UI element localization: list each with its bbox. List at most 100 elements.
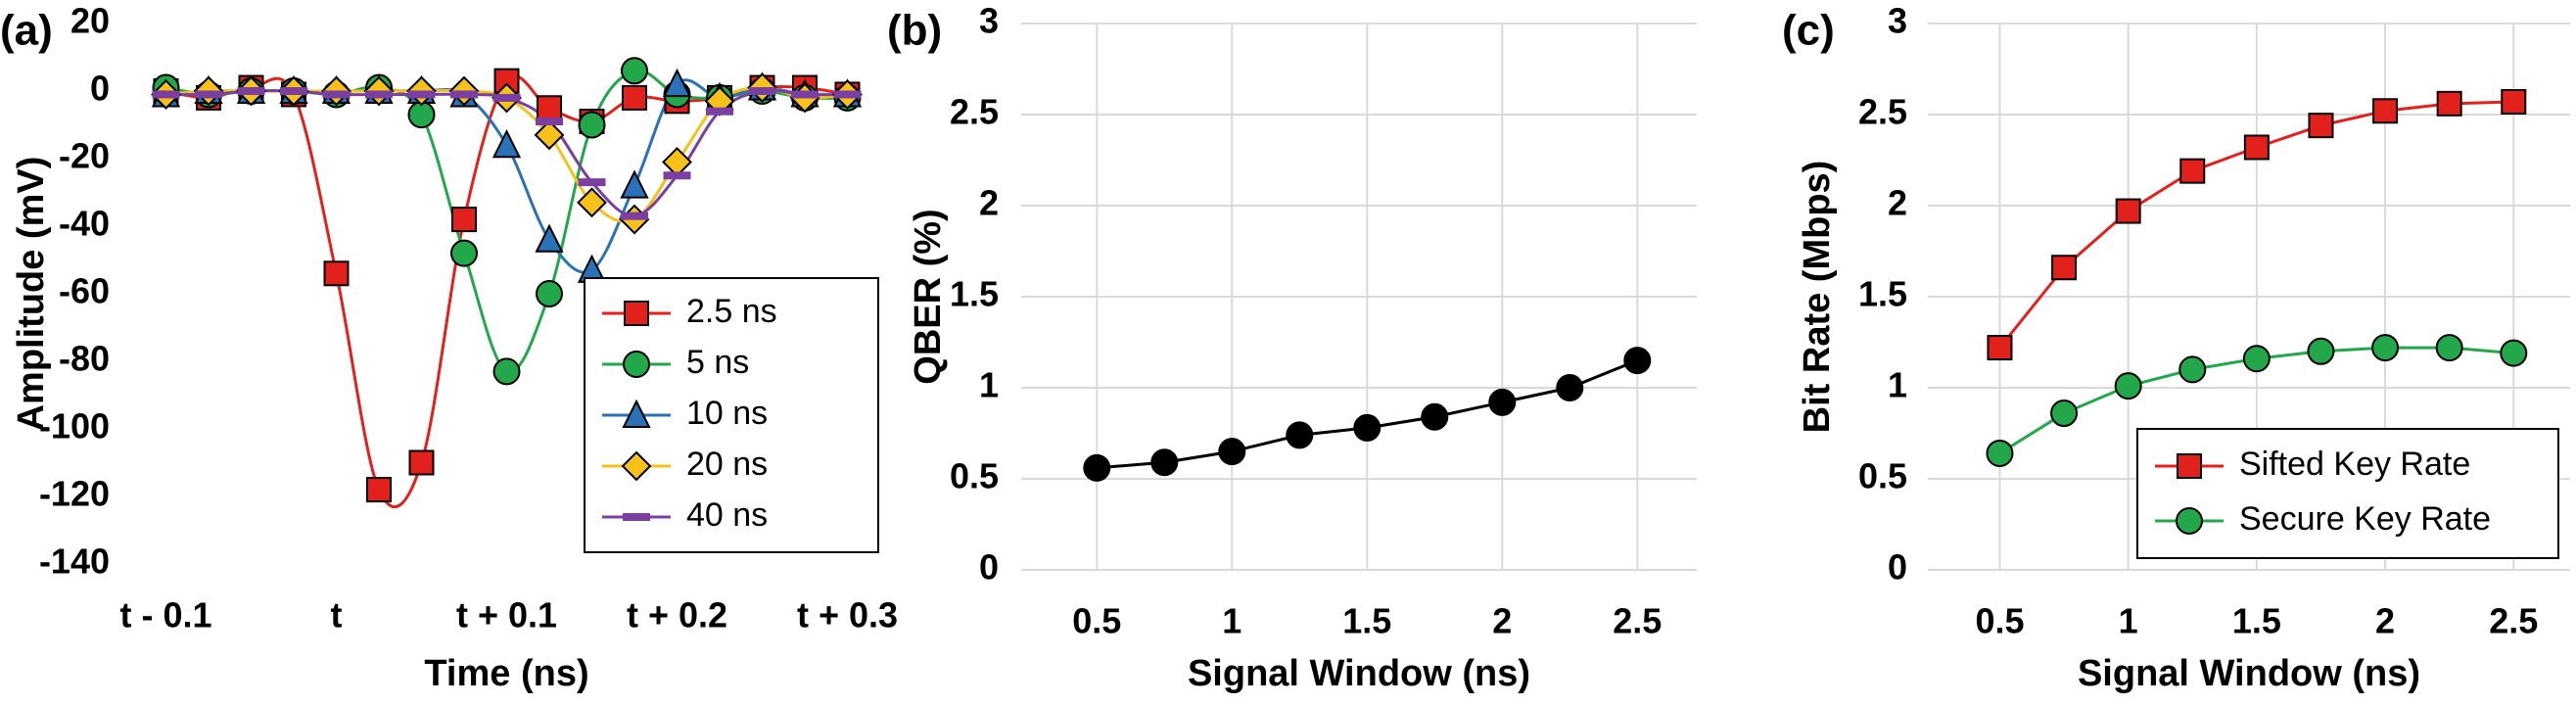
marker — [2114, 372, 2142, 400]
marker — [620, 169, 649, 199]
marker — [1556, 374, 1584, 401]
marker — [2050, 400, 2079, 428]
marker — [537, 95, 562, 121]
marker — [1623, 347, 1652, 375]
marker — [2435, 334, 2463, 362]
marker — [492, 128, 522, 159]
x-tick-label: 0.5 — [1975, 601, 2024, 641]
marker — [2179, 158, 2206, 184]
marker — [663, 171, 691, 180]
y-axis-title: Bit Rate (Mbps) — [1797, 161, 1838, 434]
marker — [662, 68, 692, 98]
x-tick-label: 2.5 — [2489, 601, 2538, 641]
marker — [1150, 448, 1179, 477]
y-tick-label: 1.5 — [950, 274, 999, 314]
x-tick-label: 1.5 — [2232, 601, 2281, 641]
y-tick-label: 1.5 — [1858, 274, 1907, 314]
legend-text: 40 ns — [686, 496, 768, 534]
marker — [534, 119, 565, 151]
legend-marker — [622, 399, 651, 428]
panel-label: (a) — [0, 7, 53, 55]
legend-text: 20 ns — [686, 446, 768, 483]
marker — [323, 260, 350, 287]
marker — [621, 212, 648, 220]
marker — [706, 107, 733, 116]
marker — [451, 207, 477, 233]
panel-label: (c) — [1782, 7, 1835, 55]
y-tick-label: 0.5 — [1858, 456, 1907, 496]
marker — [2178, 355, 2207, 384]
marker — [791, 90, 819, 99]
panel-label: (b) — [887, 7, 942, 55]
marker — [450, 239, 478, 267]
marker — [578, 178, 606, 187]
legend-marker — [2177, 453, 2202, 479]
marker — [1083, 453, 1111, 482]
marker — [492, 93, 521, 102]
x-tick-label: 2 — [2375, 601, 2395, 641]
y-axis-title: Amplitude (mV) — [11, 157, 52, 432]
x-tick-label: 1.5 — [1342, 601, 1391, 641]
y-tick-label: 0.5 — [950, 456, 999, 496]
legend-text: Secure Key Rate — [2239, 500, 2491, 538]
x-axis-title: Signal Window (ns) — [1188, 653, 1530, 694]
marker — [1488, 388, 1517, 416]
legend-text: 2.5 ns — [686, 293, 777, 330]
x-axis-title: Time (ns) — [424, 653, 588, 694]
legend-marker — [621, 450, 652, 482]
y-tick-label: -140 — [39, 541, 110, 582]
marker — [1987, 335, 2013, 361]
y-tick-label: 2 — [979, 183, 999, 223]
y-tick-label: 2.5 — [950, 92, 999, 132]
marker — [1353, 413, 1382, 442]
legend-text: 10 ns — [686, 395, 768, 432]
marker — [408, 449, 435, 476]
marker — [237, 87, 265, 95]
marker — [280, 87, 307, 95]
marker — [2243, 134, 2270, 161]
marker — [1421, 402, 1449, 431]
marker — [407, 90, 436, 99]
marker — [1218, 438, 1246, 466]
marker — [2308, 113, 2334, 139]
y-tick-label: 0 — [1888, 547, 1907, 588]
marker — [366, 477, 392, 503]
x-tick-label: 0.5 — [1072, 601, 1121, 641]
legend-text: Sifted Key Rate — [2239, 446, 2470, 483]
marker — [2307, 337, 2335, 365]
marker — [2051, 255, 2078, 281]
legend-marker — [624, 301, 649, 326]
y-tick-label: 0 — [979, 547, 999, 588]
y-tick-label: -40 — [59, 204, 110, 244]
legend-marker — [623, 513, 650, 521]
marker — [365, 90, 393, 99]
x-tick-label: 2.5 — [1613, 601, 1662, 641]
y-tick-label: -100 — [39, 406, 110, 446]
y-tick-label: 3 — [1888, 1, 1907, 41]
x-tick-label: t — [331, 595, 343, 635]
y-tick-label: 2.5 — [1858, 92, 1907, 132]
marker — [2371, 334, 2400, 362]
y-tick-label: 20 — [70, 1, 110, 41]
marker — [536, 280, 563, 307]
marker — [2115, 198, 2141, 224]
marker — [622, 84, 647, 111]
y-tick-label: 3 — [979, 1, 999, 41]
y-tick-label: -120 — [39, 474, 110, 514]
marker — [1986, 439, 2014, 467]
y-tick-label: -60 — [59, 271, 110, 311]
marker — [577, 187, 607, 218]
y-tick-label: 0 — [90, 69, 110, 109]
marker — [2372, 98, 2399, 124]
y-tick-label: -80 — [59, 339, 110, 379]
marker — [578, 111, 606, 139]
marker — [1286, 421, 1314, 449]
x-axis-title: Signal Window (ns) — [2078, 653, 2420, 694]
marker — [450, 90, 478, 99]
y-tick-label: 1 — [1888, 365, 1907, 405]
x-tick-label: t - 0.1 — [119, 595, 211, 635]
x-tick-label: 2 — [1492, 601, 1512, 641]
marker — [492, 357, 521, 386]
x-tick-label: t + 0.1 — [456, 595, 557, 635]
